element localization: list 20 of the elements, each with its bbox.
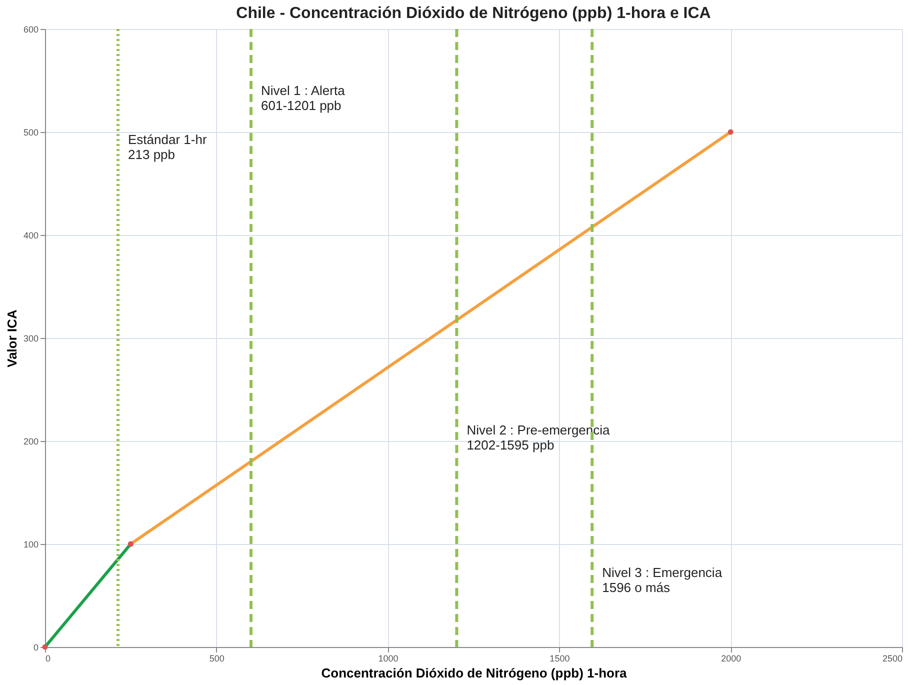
- y-tick-label: 500: [23, 128, 38, 138]
- ref-line-label: Nivel 1 : Alerta 601-1201 ppb: [261, 82, 346, 113]
- x-axis-title: Concentración Dióxido de Nitrógeno (ppb) 1-hora: [321, 666, 628, 680]
- y-tick-label: 0: [33, 642, 38, 652]
- y-tick-label: 200: [23, 436, 38, 446]
- x-tick-label: 500: [209, 654, 224, 664]
- y-tick-label: 400: [23, 230, 38, 240]
- x-tick-label: 1000: [378, 654, 398, 664]
- ref-line-label: Nivel 2 : Pre-emergencia 1202-1595 ppb: [466, 422, 611, 453]
- ref-line-label: Estándar 1-hr 213 ppb: [128, 132, 208, 162]
- chart-title: Chile - Concentración Dióxido de Nitrógeno (ppb) 1-hora e ICA: [236, 5, 712, 22]
- y-tick-label: 300: [23, 334, 38, 344]
- ref-line-label: Nivel 3 : Emergencia 1596 o más: [602, 564, 723, 595]
- x-tick-label: 1500: [550, 654, 570, 664]
- y-tick-label: 600: [23, 24, 38, 34]
- y-tick-label: 100: [23, 540, 38, 550]
- x-tick-label: 0: [46, 654, 51, 664]
- x-tick-label: 2000: [721, 654, 742, 664]
- x-tick-label: 2500: [882, 654, 902, 664]
- y-axis-title: Valor ICA: [4, 308, 20, 368]
